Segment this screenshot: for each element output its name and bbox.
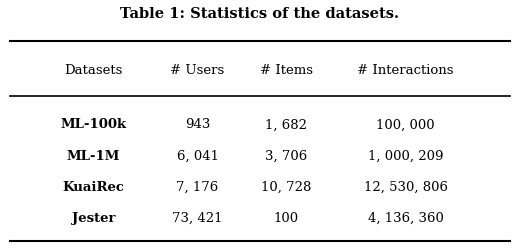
- Text: 73, 421: 73, 421: [172, 212, 223, 225]
- Text: ML-100k: ML-100k: [60, 118, 127, 132]
- Text: # Items: # Items: [259, 64, 313, 76]
- Text: # Interactions: # Interactions: [357, 64, 454, 76]
- Text: 3, 706: 3, 706: [265, 150, 307, 163]
- Text: 4, 136, 360: 4, 136, 360: [368, 212, 444, 225]
- Text: ML-1M: ML-1M: [67, 150, 120, 163]
- Text: 100: 100: [274, 212, 298, 225]
- Text: Datasets: Datasets: [64, 64, 123, 76]
- Text: KuaiRec: KuaiRec: [63, 181, 124, 194]
- Text: 12, 530, 806: 12, 530, 806: [363, 181, 448, 194]
- Text: 100, 000: 100, 000: [376, 118, 435, 132]
- Text: 1, 682: 1, 682: [265, 118, 307, 132]
- Text: 943: 943: [185, 118, 210, 132]
- Text: 1, 000, 209: 1, 000, 209: [368, 150, 444, 163]
- Text: 10, 728: 10, 728: [261, 181, 311, 194]
- Text: 7, 176: 7, 176: [176, 181, 219, 194]
- Text: # Users: # Users: [171, 64, 225, 76]
- Text: 6, 041: 6, 041: [177, 150, 218, 163]
- Text: Table 1: Statistics of the datasets.: Table 1: Statistics of the datasets.: [121, 8, 399, 22]
- Text: Jester: Jester: [72, 212, 115, 225]
